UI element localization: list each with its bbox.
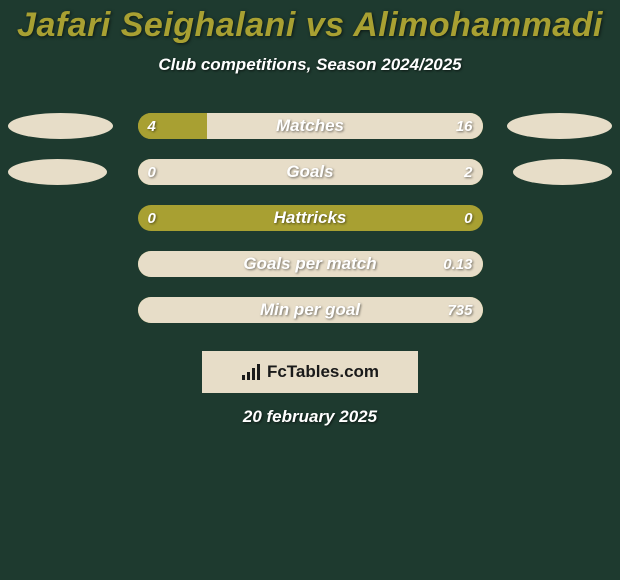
stat-bar: 735Min per goal — [138, 297, 483, 323]
bar-right-fill — [138, 297, 483, 323]
player2-ellipse — [513, 159, 612, 185]
comparison-infographic: Jafari Seighalani vs Alimohammadi Club c… — [0, 0, 620, 580]
player1-ellipse — [8, 159, 107, 185]
stat-left-value: 0 — [148, 205, 156, 231]
stat-bar: 02Goals — [138, 159, 483, 185]
bar-right-fill — [138, 251, 483, 277]
stat-row: 02Goals — [0, 149, 620, 195]
stat-row: 735Min per goal — [0, 287, 620, 333]
chart-icon — [241, 363, 263, 381]
stat-bar: 0 0Hattricks — [138, 205, 483, 231]
player1-ellipse — [8, 113, 113, 139]
stat-bar: 0.13Goals per match — [138, 251, 483, 277]
player2-ellipse — [507, 113, 612, 139]
stat-label: Hattricks — [138, 205, 483, 231]
stat-right-value: 2 — [464, 159, 472, 185]
bar-right-fill — [207, 113, 483, 139]
stat-right-value: 735 — [447, 297, 472, 323]
stat-left-value: 0 — [148, 159, 156, 185]
stat-right-value: 0 — [464, 205, 472, 231]
stat-row: 0.13Goals per match — [0, 241, 620, 287]
subtitle: Club competitions, Season 2024/2025 — [0, 55, 620, 75]
stat-left-value: 4 — [148, 113, 156, 139]
date-label: 20 february 2025 — [0, 407, 620, 427]
bar-right-fill — [138, 159, 483, 185]
brand-box: FcTables.com — [202, 351, 418, 393]
stat-row: 0 0Hattricks — [0, 195, 620, 241]
stat-right-value: 0.13 — [443, 251, 472, 277]
page-title: Jafari Seighalani vs Alimohammadi — [0, 0, 620, 45]
stat-row: 416Matches — [0, 103, 620, 149]
stat-rows: 416Matches02Goals00Hattricks0.13Goals pe… — [0, 103, 620, 333]
stat-bar: 416Matches — [138, 113, 483, 139]
stat-right-value: 16 — [456, 113, 473, 139]
brand-text: FcTables.com — [267, 362, 379, 382]
